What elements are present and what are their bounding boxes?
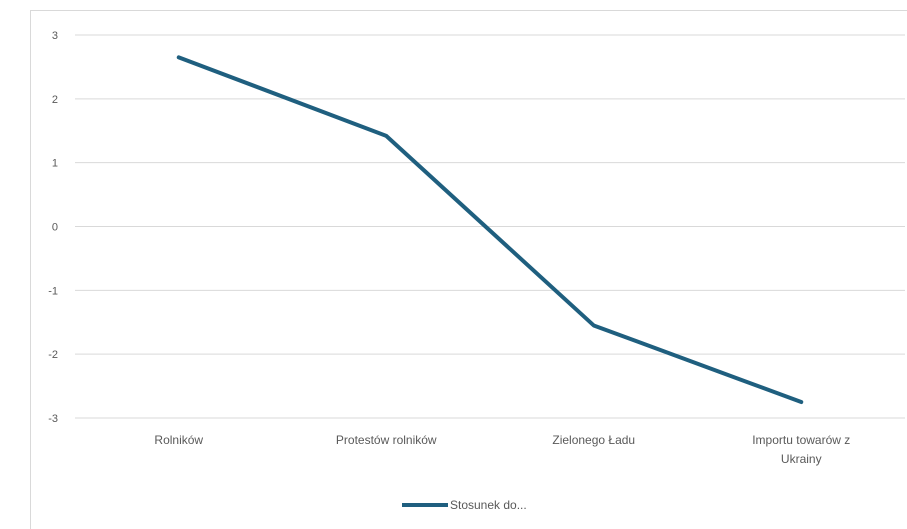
x-category-label-line: Rolników: [154, 433, 203, 447]
y-tick-label: -3: [48, 413, 58, 425]
x-category-label-line: Zielonego Ładu: [552, 433, 635, 447]
x-category-label: Protestów rolników: [336, 433, 437, 447]
series-line: [179, 57, 802, 402]
series-layer: [179, 57, 802, 402]
x-category-label: Zielonego Ładu: [552, 433, 635, 447]
x-category-label-line: Protestów rolników: [336, 433, 437, 447]
x-category-label: Rolników: [154, 433, 203, 447]
x-category-label-line: Importu towarów z: [752, 433, 850, 447]
x-category-label: Importu towarów z Ukrainy: [752, 433, 850, 466]
y-axis-ticks: 3 2 1 0 -1 -2 -3: [48, 30, 58, 425]
gridlines: [75, 35, 905, 418]
x-axis-categories: Rolników Protestów rolników Zielonego Ładu…: [154, 433, 850, 466]
y-tick-label: 1: [52, 158, 58, 170]
legend: Stosunek do...: [402, 498, 527, 512]
y-tick-label: -2: [48, 349, 58, 361]
y-tick-label: -1: [48, 285, 58, 297]
y-tick-label: 2: [52, 94, 58, 106]
x-category-label-line: Ukrainy: [781, 452, 822, 466]
y-tick-label: 0: [52, 222, 58, 234]
y-tick-label: 3: [52, 30, 58, 42]
legend-label: Stosunek do...: [450, 498, 527, 512]
